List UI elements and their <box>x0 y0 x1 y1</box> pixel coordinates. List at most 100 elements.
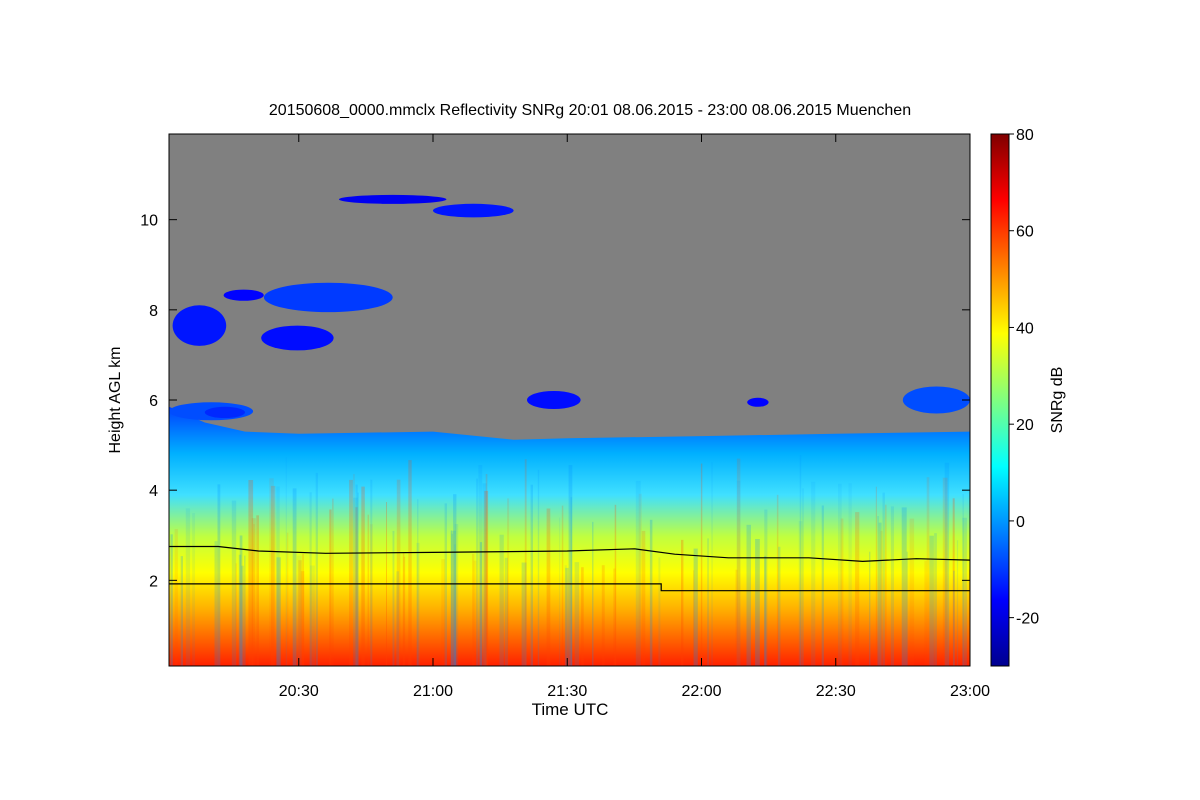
echo-streak <box>953 570 955 666</box>
echo-streak <box>901 507 907 666</box>
echo-region <box>169 406 970 666</box>
echo-streak <box>357 492 359 666</box>
echo-streak <box>499 534 504 666</box>
upper-line <box>169 545 970 563</box>
echo-streak <box>473 560 477 666</box>
echo-streak <box>559 517 561 666</box>
lower-line <box>169 583 970 592</box>
echo-streak <box>217 484 221 666</box>
echo-streak <box>909 518 915 666</box>
echo-streak <box>855 512 860 666</box>
x-axis-label: Time UTC <box>532 700 609 719</box>
echo-streak <box>764 509 768 666</box>
echo-streak <box>875 486 877 666</box>
x-tick-label: 21:00 <box>413 683 453 700</box>
echo-streak <box>170 534 173 666</box>
y-tick-label: 8 <box>149 303 158 320</box>
echo-streak <box>329 509 332 666</box>
echo-streak <box>441 559 445 666</box>
echo-streak <box>451 533 454 666</box>
echo-streak <box>681 539 684 666</box>
echo-streak <box>403 556 406 666</box>
cloud-layer <box>339 194 447 204</box>
echo-streak <box>292 488 297 666</box>
echo-streak <box>601 565 605 666</box>
echo-streak <box>276 557 281 666</box>
echo-streak <box>231 500 237 666</box>
echo-streak <box>479 542 483 666</box>
echo-streak <box>269 478 274 666</box>
echo-streak <box>530 484 533 666</box>
echo-streak <box>478 465 483 666</box>
echo-streak <box>746 524 751 666</box>
echo-streak <box>453 544 457 666</box>
echo-streak <box>641 530 646 666</box>
echo-streak <box>890 506 894 666</box>
echo-streak <box>367 514 369 666</box>
cloud-layer <box>747 397 769 407</box>
echo-streak <box>565 567 569 666</box>
echo-streak <box>649 519 653 666</box>
x-tick-label: 20:30 <box>279 683 319 700</box>
echo-streak <box>256 515 259 666</box>
cloud-layer <box>172 305 227 346</box>
echo-streak <box>524 459 527 666</box>
echo-streak <box>276 486 280 666</box>
echo-streak <box>776 494 779 666</box>
colorbar-tick-label: 60 <box>1016 224 1034 241</box>
y-axis-label: Height AGL km <box>107 346 124 453</box>
cloud-layer <box>527 391 581 409</box>
echo-streak <box>838 483 842 666</box>
echo-streak <box>906 551 909 666</box>
echo-streak <box>869 551 871 666</box>
cloud-layer <box>261 325 334 351</box>
echo-streak <box>174 529 178 666</box>
echo-streak <box>309 492 312 666</box>
echo-streak <box>251 518 256 666</box>
echo-streak <box>638 493 642 666</box>
echo-streak <box>454 524 459 666</box>
echo-streak <box>801 488 804 666</box>
echo-streak <box>476 478 478 666</box>
cloud-layer <box>263 282 393 313</box>
echo-streak <box>537 469 540 666</box>
echo-streak <box>484 490 489 666</box>
echo-streak <box>700 463 703 666</box>
echo-streak <box>878 522 882 666</box>
echo-streak <box>416 542 420 666</box>
colorbar-tick-label: 80 <box>1016 127 1034 144</box>
echo-streak <box>450 530 456 666</box>
y-tick-label: 10 <box>140 213 158 230</box>
echo-streak <box>298 560 302 666</box>
x-tick-label: 21:30 <box>547 683 587 700</box>
colorbar: -20 0 20 40 60 80 SNRg dB <box>990 127 1066 667</box>
echo-streak <box>185 508 191 666</box>
echo-streak <box>840 518 844 666</box>
echo-streak <box>956 540 959 666</box>
echo-streak <box>885 504 887 666</box>
echo-streak <box>614 504 617 666</box>
echo-streak <box>353 474 355 666</box>
cloud-layer <box>902 386 970 414</box>
echo-streak <box>693 548 698 666</box>
echo-streak <box>453 494 457 666</box>
echo-streak <box>369 524 373 666</box>
colorbar-tick-label: 0 <box>1016 514 1025 531</box>
echo-streak <box>546 508 551 666</box>
echo-streak <box>396 479 401 666</box>
echo-streak <box>564 565 567 666</box>
echo-streak <box>482 483 487 666</box>
echo-streak <box>355 484 358 666</box>
echo-streak <box>450 530 452 666</box>
y-tick-label: 4 <box>149 483 158 500</box>
echo-streak <box>764 555 767 666</box>
echo-streak <box>707 538 709 666</box>
echo-streak <box>214 541 218 666</box>
echo-streak <box>300 571 305 666</box>
echo-streak <box>349 479 353 666</box>
echo-streak <box>355 507 358 666</box>
echo-streak <box>396 571 400 666</box>
echo-streak <box>693 570 695 666</box>
echo-streak <box>799 455 802 666</box>
